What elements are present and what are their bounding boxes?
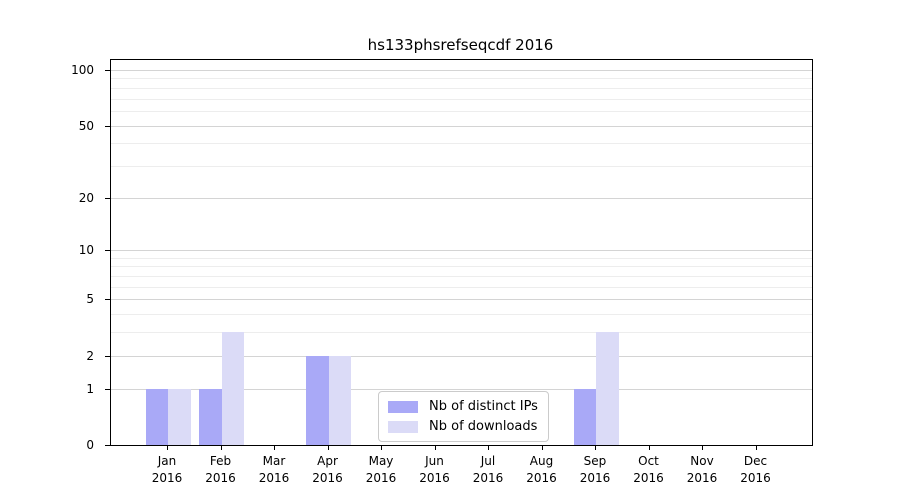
y-tick-mark-20 (105, 197, 110, 199)
gridline-minor-6 (111, 286, 812, 288)
gridline-minor-8 (111, 266, 812, 268)
y-axis: 0 1 2 5 10 20 50 100 (0, 59, 110, 451)
gridline-major-1 (111, 388, 812, 390)
bar-nb-of-downloads-jan (168, 388, 191, 445)
x-tick-label-may: May 2016 (365, 454, 397, 485)
x-tick-label-apr: Apr 2016 (312, 454, 343, 485)
x-axis: Jan 2016 Feb 2016 Mar 2016 Apr 2016 May 2016… (110, 445, 811, 500)
gridline-major-5 (111, 299, 812, 301)
gridlines-layer (111, 60, 812, 445)
y-tick-mark-50 (105, 125, 110, 127)
y-tick-label-20: 20 (78, 190, 94, 205)
legend-swatch-distinct-ips-icon (388, 400, 418, 413)
legend-row-distinct-ips: Nb of distinct IPs (388, 399, 538, 414)
y-tick-label-100: 100 (71, 62, 94, 77)
y-tick-label-50: 50 (78, 118, 94, 133)
x-tick-label-jun: Jun 2016 (419, 454, 450, 485)
bar-nb-of-distinct-ips-sep (573, 388, 596, 445)
y-tick-mark-100 (105, 69, 110, 71)
x-tick-label-nov: Nov 2016 (686, 454, 718, 485)
x-tick-mark-jul (488, 445, 489, 450)
bars-layer (111, 60, 812, 445)
y-tick-mark-1 (105, 388, 110, 390)
gridline-minor-7 (111, 276, 812, 278)
x-tick-label-aug: Aug 2016 (526, 454, 557, 485)
x-tick-mark-dec (755, 445, 757, 450)
x-tick-mark-may (381, 445, 382, 450)
y-tick-mark-10 (105, 250, 110, 252)
gridline-minor-80 (111, 87, 812, 89)
gridline-minor-90 (111, 78, 812, 80)
gridline-minor-30 (111, 165, 812, 167)
x-tick-mark-jan (167, 445, 168, 450)
x-tick-mark-jun (434, 445, 436, 450)
x-tick-mark-apr (327, 445, 329, 450)
plot-area: Nb of distinct IPs Nb of downloads (110, 59, 813, 446)
bar-nb-of-downloads-feb (221, 332, 244, 445)
gridline-minor-3 (111, 332, 812, 334)
chart-title: hs133phsrefseqcdf 2016 (367, 36, 554, 54)
x-tick-label-mar: Mar 2016 (258, 454, 290, 485)
y-tick-label-5: 5 (86, 292, 94, 307)
x-tick-label-oct: Oct 2016 (633, 454, 664, 485)
bar-nb-of-downloads-apr (328, 355, 351, 445)
gridline-minor-9 (111, 257, 812, 259)
y-tick-mark-2 (105, 355, 110, 357)
x-tick-label-sep: Sep 2016 (579, 454, 611, 485)
gridline-minor-4 (111, 314, 812, 316)
x-tick-mark-mar (274, 445, 275, 450)
legend-label-downloads: Nb of downloads (429, 419, 538, 434)
x-tick-label-jul: Jul 2016 (472, 454, 504, 485)
x-tick-mark-sep (595, 445, 596, 450)
x-tick-mark-oct (648, 445, 650, 450)
y-tick-mark-0 (105, 445, 110, 446)
legend-label-distinct-ips: Nb of distinct IPs (429, 399, 538, 414)
gridline-minor-40 (111, 143, 812, 145)
y-tick-label-2: 2 (86, 348, 94, 363)
gridline-major-20 (111, 197, 812, 199)
gridline-minor-60 (111, 110, 812, 112)
gridline-major-2 (111, 355, 812, 357)
gridline-major-50 (111, 125, 812, 127)
x-tick-label-jan: Jan 2016 (151, 454, 183, 485)
bar-nb-of-downloads-sep (596, 332, 619, 445)
legend-swatch-downloads-icon (388, 420, 418, 433)
legend: Nb of distinct IPs Nb of downloads (378, 391, 549, 442)
y-tick-mark-5 (105, 299, 110, 301)
y-tick-label-10: 10 (78, 243, 94, 258)
bar-nb-of-distinct-ips-feb (199, 388, 222, 445)
bar-nb-of-distinct-ips-jan (145, 388, 168, 445)
y-tick-label-1: 1 (86, 381, 94, 396)
x-tick-label-feb: Feb 2016 (205, 454, 236, 485)
x-tick-label-dec: Dec 2016 (740, 454, 771, 485)
x-tick-mark-nov (702, 445, 703, 450)
bar-nb-of-distinct-ips-apr (306, 355, 329, 445)
x-tick-mark-feb (220, 445, 222, 450)
y-tick-label-0: 0 (86, 438, 94, 452)
x-tick-mark-aug (541, 445, 543, 450)
gridline-minor-70 (111, 98, 812, 100)
legend-row-downloads: Nb of downloads (388, 419, 538, 434)
gridline-major-10 (111, 250, 812, 252)
gridline-major-100 (111, 69, 812, 71)
